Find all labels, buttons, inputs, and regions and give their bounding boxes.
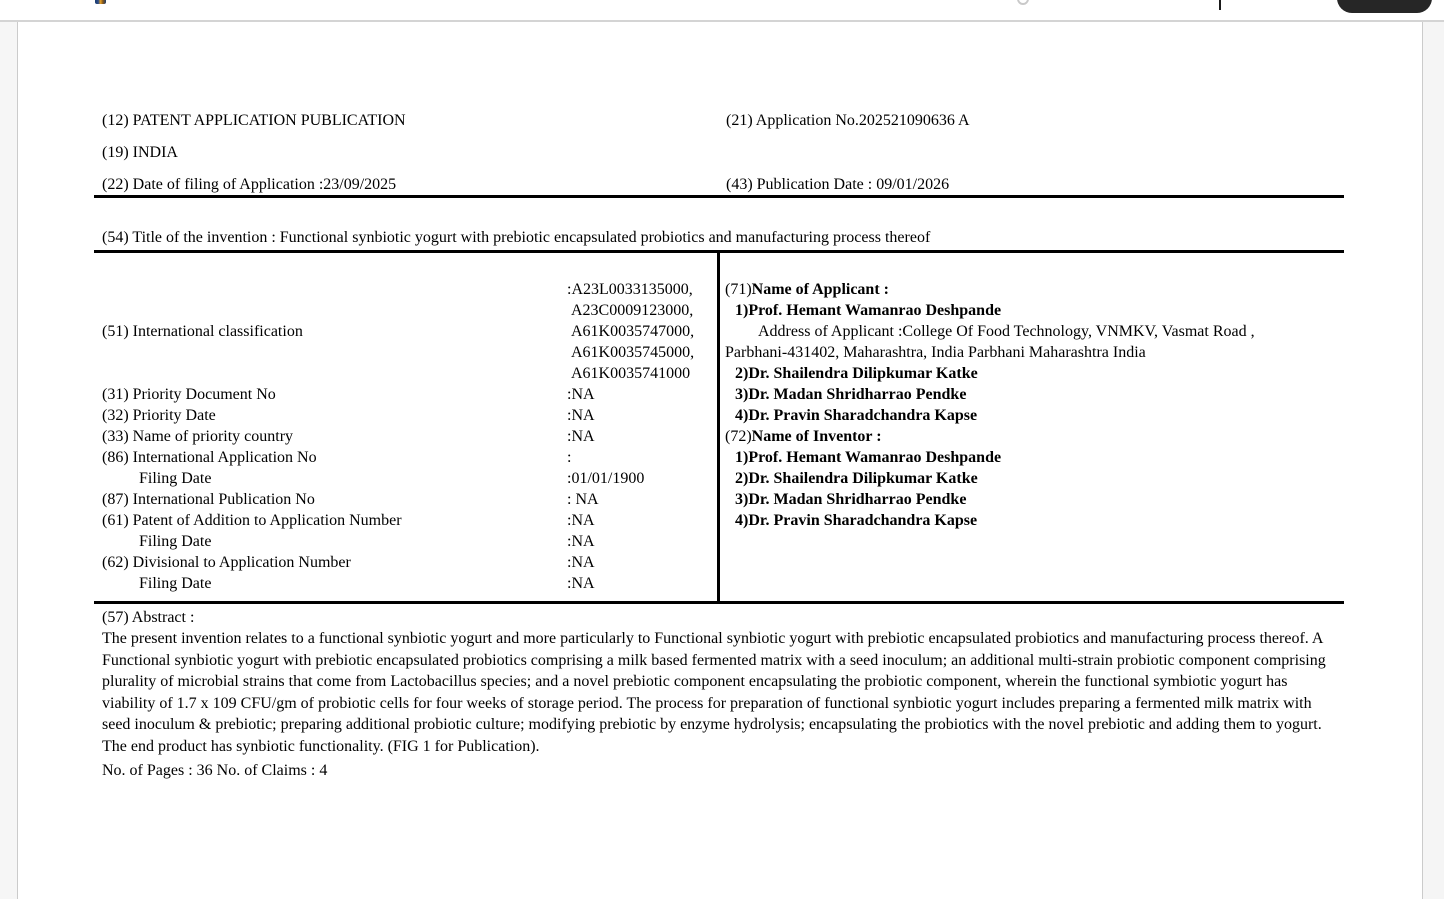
applicant-entry: 2)Dr. Shailendra Dilipkumar Katke bbox=[735, 365, 978, 382]
field-row: (33) Name of priority country :NA bbox=[102, 428, 595, 445]
field-row: Filing Date :NA bbox=[139, 575, 595, 592]
left-gutter bbox=[0, 22, 18, 899]
bibliographic-table: (51) International classification :A23L0… bbox=[94, 253, 1344, 604]
field-row: (31) Priority Document No :NA bbox=[102, 386, 595, 403]
publication-date: (43) Publication Date : 09/01/2026 bbox=[726, 176, 950, 193]
inventor-heading: (72)Name of Inventor : bbox=[725, 428, 882, 445]
applicant-entry: 3)Dr. Madan Shridharrao Pendke bbox=[735, 386, 967, 403]
patent-document-page: (12) PATENT APPLICATION PUBLICATION (21)… bbox=[18, 22, 1422, 899]
classification-values: :A23L0033135000, A23C0009123000, A61K003… bbox=[567, 281, 695, 382]
inventor-entry: 4)Dr. Pravin Sharadchandra Kapse bbox=[735, 512, 978, 529]
document-viewer: (12) PATENT APPLICATION PUBLICATION (21)… bbox=[0, 22, 1444, 899]
field-row: Filing Date :NA bbox=[139, 533, 595, 550]
favicon-icon bbox=[95, 0, 106, 4]
invention-title: (54) Title of the invention : Functional… bbox=[94, 198, 1344, 253]
applicant-address-line: Parbhani-431402, Maharashtra, India Parb… bbox=[725, 344, 1146, 361]
field-row: (62) Divisional to Application Number :N… bbox=[102, 554, 595, 571]
applicant-entry: 4)Dr. Pravin Sharadchandra Kapse bbox=[735, 407, 978, 424]
inventor-entry: 2)Dr. Shailendra Dilipkumar Katke bbox=[735, 470, 978, 487]
abstract-heading: (57) Abstract : bbox=[102, 609, 195, 626]
international-classification-row: (51) International classification :A23L0… bbox=[102, 279, 717, 384]
scrollbar-track[interactable] bbox=[1422, 22, 1444, 899]
classification-label: (51) International classification bbox=[102, 323, 303, 340]
country: (19) INDIA bbox=[102, 144, 178, 161]
toolbar-pill-button[interactable] bbox=[1337, 0, 1432, 13]
classification-priority-cell: (51) International classification :A23L0… bbox=[94, 253, 720, 601]
abstract-text: The present invention relates to a funct… bbox=[102, 630, 1326, 755]
bibliographic-header: (12) PATENT APPLICATION PUBLICATION (21)… bbox=[94, 22, 1344, 198]
field-row: (32) Priority Date :NA bbox=[102, 407, 595, 424]
applicant-address-line: Address of Applicant :College Of Food Te… bbox=[758, 323, 1255, 340]
field-row: (86) International Application No : bbox=[102, 449, 572, 466]
publication-type: (12) PATENT APPLICATION PUBLICATION bbox=[102, 112, 406, 129]
inventor-entry: 3)Dr. Madan Shridharrao Pendke bbox=[735, 491, 967, 508]
field-row: (87) International Publication No : NA bbox=[102, 491, 599, 508]
inventor-entry: 1)Prof. Hemant Wamanrao Deshpande bbox=[735, 449, 1002, 466]
applicant-heading: (71)Name of Applicant : bbox=[725, 281, 889, 298]
field-row: Filing Date :01/01/1900 bbox=[139, 470, 645, 487]
filing-date: (22) Date of filing of Application :23/0… bbox=[102, 176, 397, 193]
pages-claims-line: No. of Pages : 36 No. of Claims : 4 bbox=[102, 762, 328, 779]
field-row: (61) Patent of Addition to Application N… bbox=[102, 512, 595, 529]
toolbar-icon-fragment bbox=[1017, 0, 1029, 5]
browser-chrome-strip bbox=[0, 0, 1444, 22]
toolbar-divider bbox=[1219, 0, 1221, 10]
applicant-inventor-cell: (71)Name of Applicant : 1)Prof. Hemant W… bbox=[720, 253, 1344, 601]
patent-first-page: (12) PATENT APPLICATION PUBLICATION (21)… bbox=[94, 22, 1344, 781]
applicant-entry: 1)Prof. Hemant Wamanrao Deshpande bbox=[735, 302, 1002, 319]
application-number: (21) Application No.202521090636 A bbox=[726, 112, 970, 129]
